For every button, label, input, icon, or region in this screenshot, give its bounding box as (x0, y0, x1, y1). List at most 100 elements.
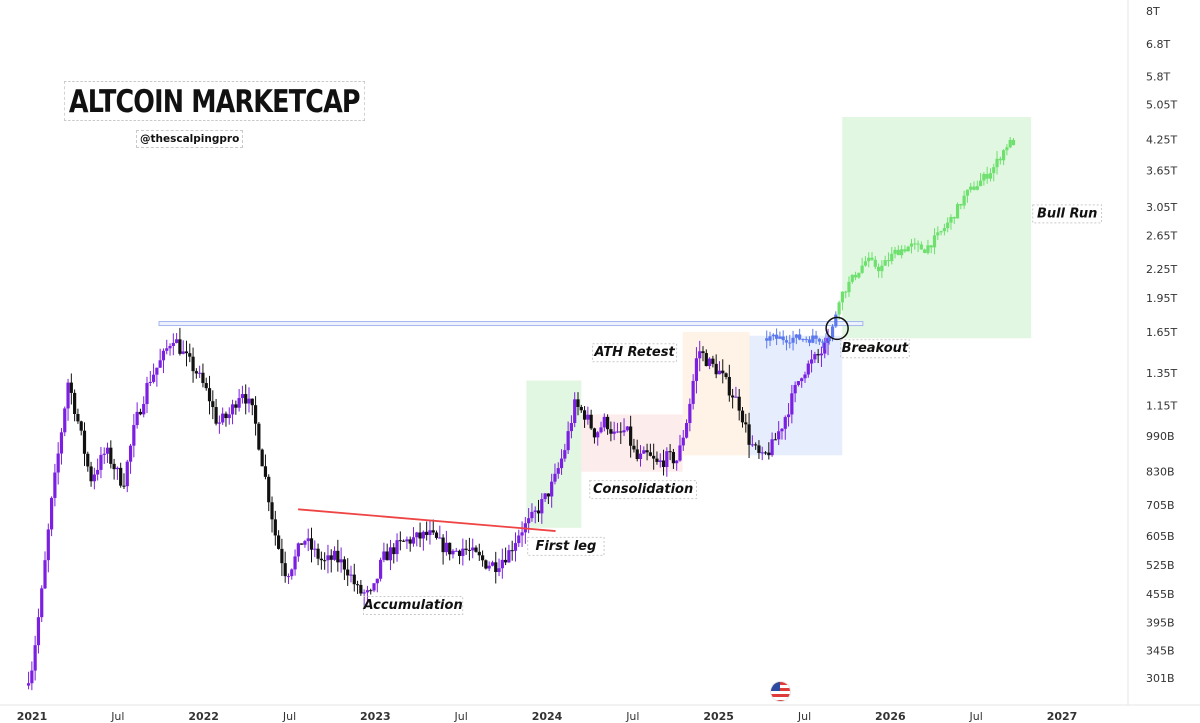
trendline-layer (298, 508, 556, 532)
candle-body (770, 439, 774, 456)
candle-body (793, 384, 797, 394)
candle-body (326, 555, 330, 561)
y-tick-label: 1.15T (1146, 399, 1177, 412)
projection-bar-body (844, 291, 848, 293)
candle-body (263, 466, 268, 477)
ath-retest-label-frame (592, 343, 678, 363)
projection-bar-body (794, 334, 798, 338)
candle-body (823, 342, 827, 354)
projection-bar-body (975, 186, 979, 190)
candle-body (540, 499, 544, 514)
candle-body (303, 541, 307, 545)
x-tick-label: 2021 (17, 710, 48, 723)
candle-body (165, 348, 169, 351)
candle-body (701, 351, 705, 354)
candle-body (632, 445, 636, 450)
candle-body (813, 354, 817, 360)
candle-body (267, 476, 271, 503)
breakout-label: Breakout (842, 341, 909, 356)
candle-body (415, 532, 419, 538)
candle-body (596, 432, 600, 438)
candle-body (688, 403, 692, 424)
candle-body (731, 395, 735, 398)
candle-body (438, 537, 442, 539)
ath-resistance-line[interactable] (158, 321, 864, 327)
candle-body (513, 543, 518, 551)
candle-body (760, 452, 764, 454)
candle-body (816, 354, 820, 356)
zone-layer (526, 116, 1032, 528)
projection-bar-body (998, 158, 1002, 161)
projection-bar-body (952, 216, 956, 219)
candle-body (82, 430, 87, 454)
candle-body (484, 560, 488, 569)
projection-bar-body (1008, 139, 1012, 148)
candle-body (599, 427, 603, 433)
projection-bar-body (969, 186, 973, 190)
candle-body (809, 359, 814, 364)
candle-body (306, 538, 310, 542)
candle-body (63, 408, 67, 433)
candle-body (142, 404, 146, 415)
projection-bar-body (784, 340, 789, 343)
y-tick-label: 3.05T (1146, 201, 1177, 214)
accumulation-trendline[interactable] (298, 508, 556, 532)
y-tick-label: 830B (1146, 466, 1175, 479)
candle-body (717, 370, 722, 375)
us-flag-icon[interactable] (771, 682, 790, 701)
projection-bar-body (804, 339, 808, 341)
candle-body (625, 426, 629, 431)
breakout-marker[interactable] (825, 316, 849, 341)
candle-body (277, 535, 281, 549)
candle-body (30, 670, 34, 684)
candle-body (155, 367, 159, 375)
projection-bar-body (946, 222, 950, 229)
candle-body (352, 574, 356, 585)
candle-body (464, 548, 468, 550)
candle-body (86, 453, 90, 467)
candle-body (635, 449, 639, 459)
projection-bar-body (830, 326, 835, 338)
candle-body (227, 414, 231, 419)
candle-body (694, 358, 699, 381)
y-axis[interactable]: 8T 6.8T 5.8T 5.05T 4.25T 3.65T 3.05T 2.65T 2.25T… (1127, 0, 1177, 705)
candle-body (181, 351, 185, 354)
candle-body (365, 590, 370, 593)
candle-body (336, 550, 340, 563)
candle-body (684, 423, 689, 438)
projection-bar-body (982, 174, 986, 181)
projection-bar-body (1002, 150, 1006, 161)
candle-body (576, 399, 580, 407)
candle-body (615, 431, 620, 433)
candle-body (211, 401, 215, 408)
candle-body (734, 396, 738, 398)
candle-body (454, 550, 458, 552)
x-axis[interactable]: 2021 Jul 2022 Jul 2023 Jul 2024 Jul 2025 Jul 2026 J… (0, 704, 1200, 723)
candle-body (740, 410, 745, 423)
candle-body (589, 414, 593, 429)
projection-bar-body (863, 261, 868, 266)
candle-body (204, 383, 208, 389)
projection-bar-body (821, 341, 825, 343)
candle-body (359, 584, 363, 594)
candle-body (698, 351, 702, 359)
candle-body (444, 542, 448, 553)
projection-bar-body (880, 265, 884, 272)
candle-body (309, 538, 314, 550)
projection-bar-body (771, 334, 775, 337)
breakout-label-frame (839, 339, 910, 359)
candle-body (629, 426, 633, 446)
y-tick-label: 395B (1146, 617, 1175, 630)
projection-bar-body (840, 291, 845, 303)
candle-body (586, 414, 590, 420)
projection-bar-body (814, 335, 818, 339)
candle-body (323, 560, 327, 562)
first-leg-label: First leg (535, 539, 596, 554)
candle-body (253, 405, 258, 424)
candle-body (550, 481, 554, 497)
y-tick-label: 1.65T (1146, 326, 1177, 339)
projection-bar-body (847, 281, 851, 293)
first-leg-label-frame (527, 536, 605, 556)
projection-bar-body (778, 336, 782, 339)
candle-body (536, 510, 541, 514)
